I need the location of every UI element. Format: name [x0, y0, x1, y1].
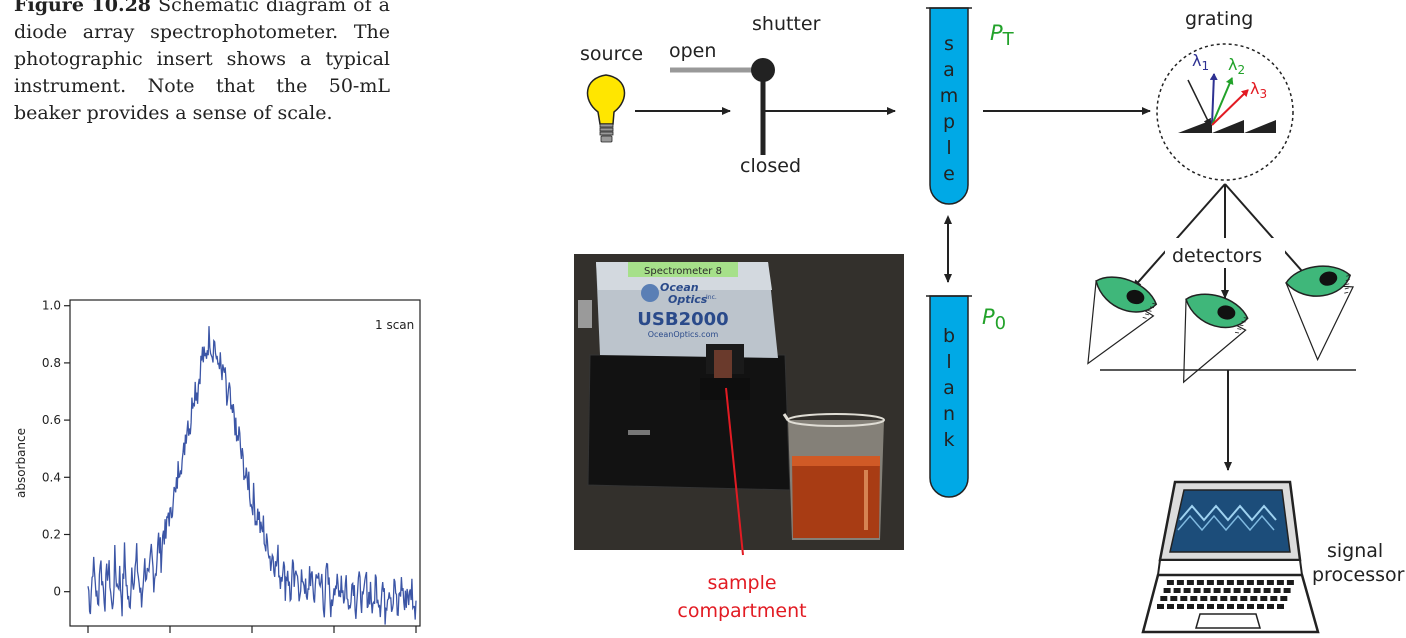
y-tick-label: 0.2 — [42, 527, 61, 541]
blank-letter: n — [943, 403, 955, 425]
sample-letter: s — [944, 33, 954, 55]
detector-eye-icon — [1183, 293, 1249, 384]
sample-letters: sample — [940, 33, 959, 185]
absorbance-chart: 1 scan absorbance 0 0.2 0.4 0.6 0.8 1.0 — [14, 299, 421, 633]
photo-brand-suffix: Inc. — [706, 294, 717, 301]
detectors-label: detectors — [1172, 245, 1262, 267]
photo-brand-2: Optics — [668, 293, 708, 306]
shutter-pivot — [751, 58, 775, 82]
source-label: source — [580, 43, 643, 65]
detectors-label-bg — [1165, 238, 1285, 268]
y-tick-label: 1.0 — [42, 299, 61, 313]
lambda3-label: λ3 — [1250, 79, 1267, 101]
y-ticks: 0 0.2 0.4 0.6 0.8 1.0 — [42, 299, 70, 599]
photo-website: OceanOptics.com — [648, 330, 719, 339]
lambda1-label: λ1 — [1192, 51, 1209, 73]
detector-eye-icon — [1285, 265, 1354, 362]
detector-eyes — [1087, 265, 1354, 384]
signal-label: signal — [1327, 540, 1383, 562]
instrument-photo: Spectrometer 8 Ocean Optics Inc. USB2000… — [574, 254, 904, 556]
pt-symbol: PT — [990, 21, 1015, 50]
y-axis-label: absorbance — [14, 428, 28, 498]
sample-letter: l — [946, 137, 951, 159]
lambda1-ray — [1209, 73, 1218, 126]
y-tick-label: 0 — [53, 585, 61, 599]
detector-eye-icon — [1087, 276, 1158, 365]
compartment-label-1: sample — [707, 572, 776, 594]
beam-to-detector-1 — [1132, 183, 1226, 289]
compartment-pointer — [725, 387, 744, 556]
blank-letter: k — [943, 429, 954, 451]
laptop-icon — [1141, 480, 1320, 634]
blank-cuvette — [926, 295, 972, 498]
compartment-label-2: compartment — [677, 600, 806, 622]
light-bulb-icon — [586, 74, 626, 143]
grating-inset — [1156, 43, 1294, 181]
shutter-closed-label: closed — [740, 155, 801, 177]
grating-surface — [1178, 120, 1276, 133]
y-tick-label: 0.4 — [42, 470, 61, 484]
figure-caption: Figure 10.28 Schematic diagram of a diod… — [14, 0, 390, 127]
shutter-label: shutter — [752, 13, 821, 35]
figure-number: Figure 10.28 — [14, 0, 152, 16]
incident-ray — [1187, 79, 1211, 126]
caption-text: Schematic diagram of a diode array spect… — [14, 0, 391, 124]
blank-letter: b — [943, 325, 955, 347]
grating-label: grating — [1185, 8, 1253, 30]
blank-letter: l — [946, 351, 951, 373]
lambda3-ray — [1211, 89, 1249, 126]
spectrum-line — [87, 326, 417, 625]
y-tick-label: 0.8 — [42, 356, 61, 370]
x-ticks — [87, 626, 417, 633]
processor-label: processor — [1312, 564, 1405, 586]
lambda2-ray — [1211, 77, 1234, 126]
chart-annotation: 1 scan — [375, 318, 414, 332]
photo-model: USB2000 — [637, 309, 728, 330]
plot-frame — [69, 299, 421, 627]
p0-symbol: P0 — [982, 305, 1006, 334]
photo-device-label: Spectrometer 8 — [644, 266, 722, 277]
blank-letter: a — [943, 377, 955, 399]
lambda2-label: λ2 — [1228, 55, 1245, 77]
photo-brand-1: Ocean — [660, 281, 699, 294]
sample-letter: p — [943, 111, 955, 133]
sample-cuvette — [926, 7, 972, 205]
y-tick-label: 0.6 — [42, 413, 61, 427]
shutter-open-label: open — [669, 40, 716, 62]
sample-letter: m — [940, 85, 959, 107]
sample-letter: e — [943, 163, 955, 185]
sample-letter: a — [943, 59, 955, 81]
